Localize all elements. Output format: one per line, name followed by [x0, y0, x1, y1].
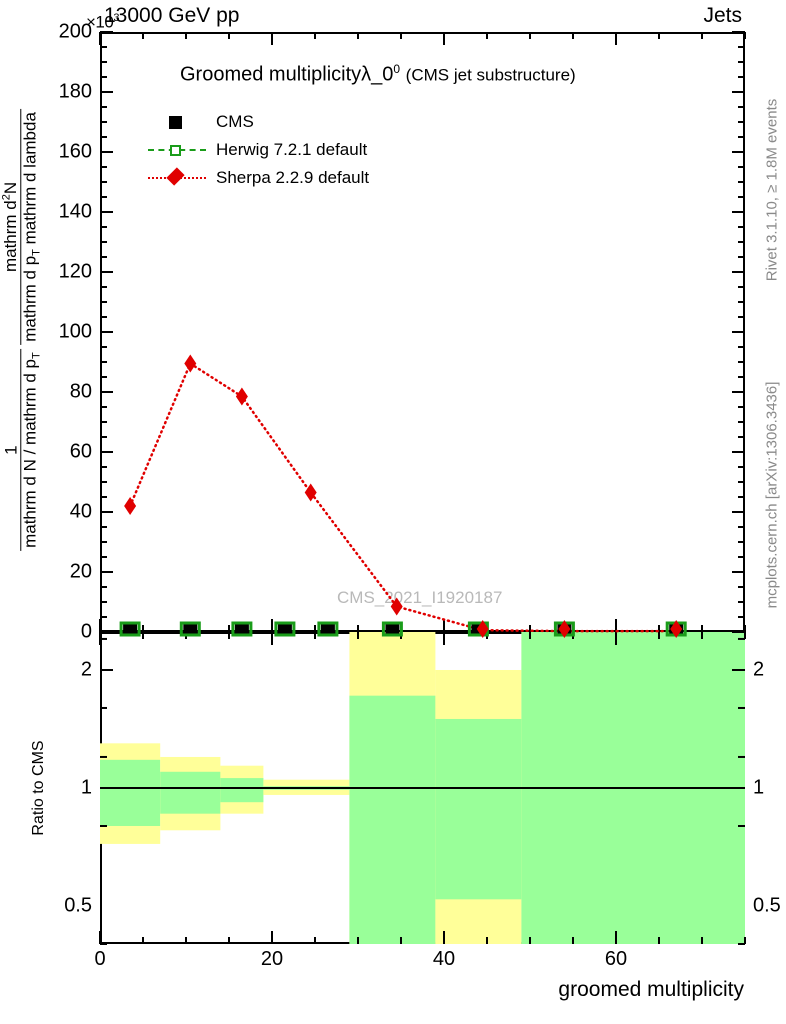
y-axis-outer-numerator: 1 [0, 445, 20, 455]
title-observable-sup: 0 [393, 62, 401, 76]
ratio-tick-label-right: 1 [753, 776, 765, 799]
ratio-axis-title-text: Ratio to CMS [30, 740, 47, 836]
herwig-marker [274, 621, 296, 637]
sherpa-marker-icon [148, 167, 206, 188]
legend-item-sherpa[interactable]: Sherpa 2.2.9 default [148, 164, 369, 192]
x-axis-tick-label: 0 [94, 948, 106, 970]
legend-item-cms[interactable]: CMS [148, 108, 369, 136]
y-axis-fraction-2: mathrm d2N mathrm d pT mathrm d lambda [0, 109, 43, 345]
ratio-band-inner [220, 778, 264, 803]
title-main: Groomed multiplicity [180, 63, 362, 86]
title-subtitle: (CMS jet substructure) [405, 65, 576, 85]
y-axis-tick-label: 160 [58, 140, 92, 163]
ratio-tick-label-right: 2 [753, 658, 765, 681]
ratio-axis-title: Ratio to CMS [26, 632, 52, 944]
rivet-credit: Rivet 3.1.10, ≥ 1.8M events [763, 98, 781, 282]
herwig-marker [231, 621, 253, 637]
ratio-tick-label-left: 1 [80, 776, 92, 799]
sherpa-line [128, 361, 678, 633]
cms-marker [183, 624, 198, 634]
cms-marker [385, 624, 400, 634]
legend-item-herwig[interactable]: Herwig 7.2.1 default [148, 136, 369, 164]
y-axis-scale-exponent: ×103 [86, 12, 119, 33]
x-axis-tick-label: 20 [260, 948, 284, 970]
ratio-band-inner [160, 771, 221, 814]
x-axis-title: groomed multiplicity [558, 978, 744, 1001]
ratio-band-inner [349, 695, 436, 944]
y-axis-fraction: 1 mathrm d N / mathrm d pT [0, 349, 43, 551]
herwig-marker [317, 621, 339, 637]
cms-marker [234, 624, 249, 634]
cms-marker-icon [148, 112, 206, 132]
ratio-tick-label-left: 0.5 [64, 894, 92, 917]
exponent-value: 3 [113, 12, 119, 24]
y-axis-tick-label: 80 [69, 380, 92, 403]
title-observable: λ_0 [361, 63, 394, 86]
herwig-marker [381, 621, 403, 637]
beam-energy-label: 13000 GeV pp [104, 4, 240, 27]
mcplots-credit: mcplots.cern.ch [arXiv:1306.3436] [763, 381, 781, 609]
page-title: Groomed multiplicityλ_00 (CMS jet substr… [180, 62, 576, 87]
ratio-plot-canvas [99, 632, 746, 945]
y-axis-tick-label: 100 [58, 320, 92, 343]
y-axis-tick-label: 180 [58, 80, 92, 103]
y-axis-title: 1 mathrm d N / mathrm d pT mathrm d2N ma… [0, 30, 43, 630]
cms-marker [123, 624, 138, 634]
sherpa-marker [304, 483, 317, 502]
cms-marker [277, 624, 292, 634]
ratio-tick-label-left: 2 [80, 658, 92, 681]
sherpa-marker [558, 620, 571, 638]
analysis-id-watermark: CMS_2021_I1920187 [337, 588, 503, 607]
y-axis-tick-label: 0 [80, 620, 92, 643]
main-plot-canvas [99, 31, 746, 638]
legend-label-sherpa: Sherpa 2.2.9 default [216, 168, 370, 187]
legend-label-cms: CMS [216, 112, 254, 131]
analysis-category-label: Jets [703, 4, 742, 27]
sherpa-marker [184, 354, 197, 373]
legend-label-herwig: Herwig 7.2.1 default [216, 140, 368, 159]
herwig-marker [119, 621, 141, 637]
y-axis-numerator: mathrm d2N [0, 181, 20, 273]
y-axis-tick-label: 120 [58, 260, 92, 283]
cms-marker [320, 624, 335, 634]
y-axis-tick-label: 40 [69, 500, 92, 523]
x-axis-tick-label: 40 [432, 948, 456, 970]
x-axis-tick-label: 60 [604, 948, 628, 970]
ratio-band-inner [435, 718, 522, 900]
y-axis-tick-label: 60 [69, 440, 92, 463]
y-axis-tick-label: 140 [58, 200, 92, 223]
ratio-band-inner [100, 759, 161, 826]
sherpa-marker [390, 597, 403, 616]
sherpa-marker [476, 620, 489, 638]
ratio-tick-label-right: 0.5 [753, 894, 781, 917]
exponent-prefix: ×10 [86, 12, 114, 32]
herwig-marker [179, 621, 201, 637]
herwig-marker-icon [148, 140, 206, 160]
y-axis-denominator: mathrm d pT mathrm d lambda [19, 109, 43, 345]
sherpa-marker [124, 497, 137, 515]
y-axis-tick-label: 20 [69, 560, 92, 583]
y-axis-outer-denominator: mathrm d N / mathrm d pT [19, 349, 43, 551]
sherpa-marker [670, 620, 683, 638]
sherpa-marker [235, 387, 248, 406]
y-axis-tick-label: 200 [58, 20, 92, 43]
legend: CMS Herwig 7.2.1 default Sherpa 2.2.9 de… [148, 108, 369, 192]
